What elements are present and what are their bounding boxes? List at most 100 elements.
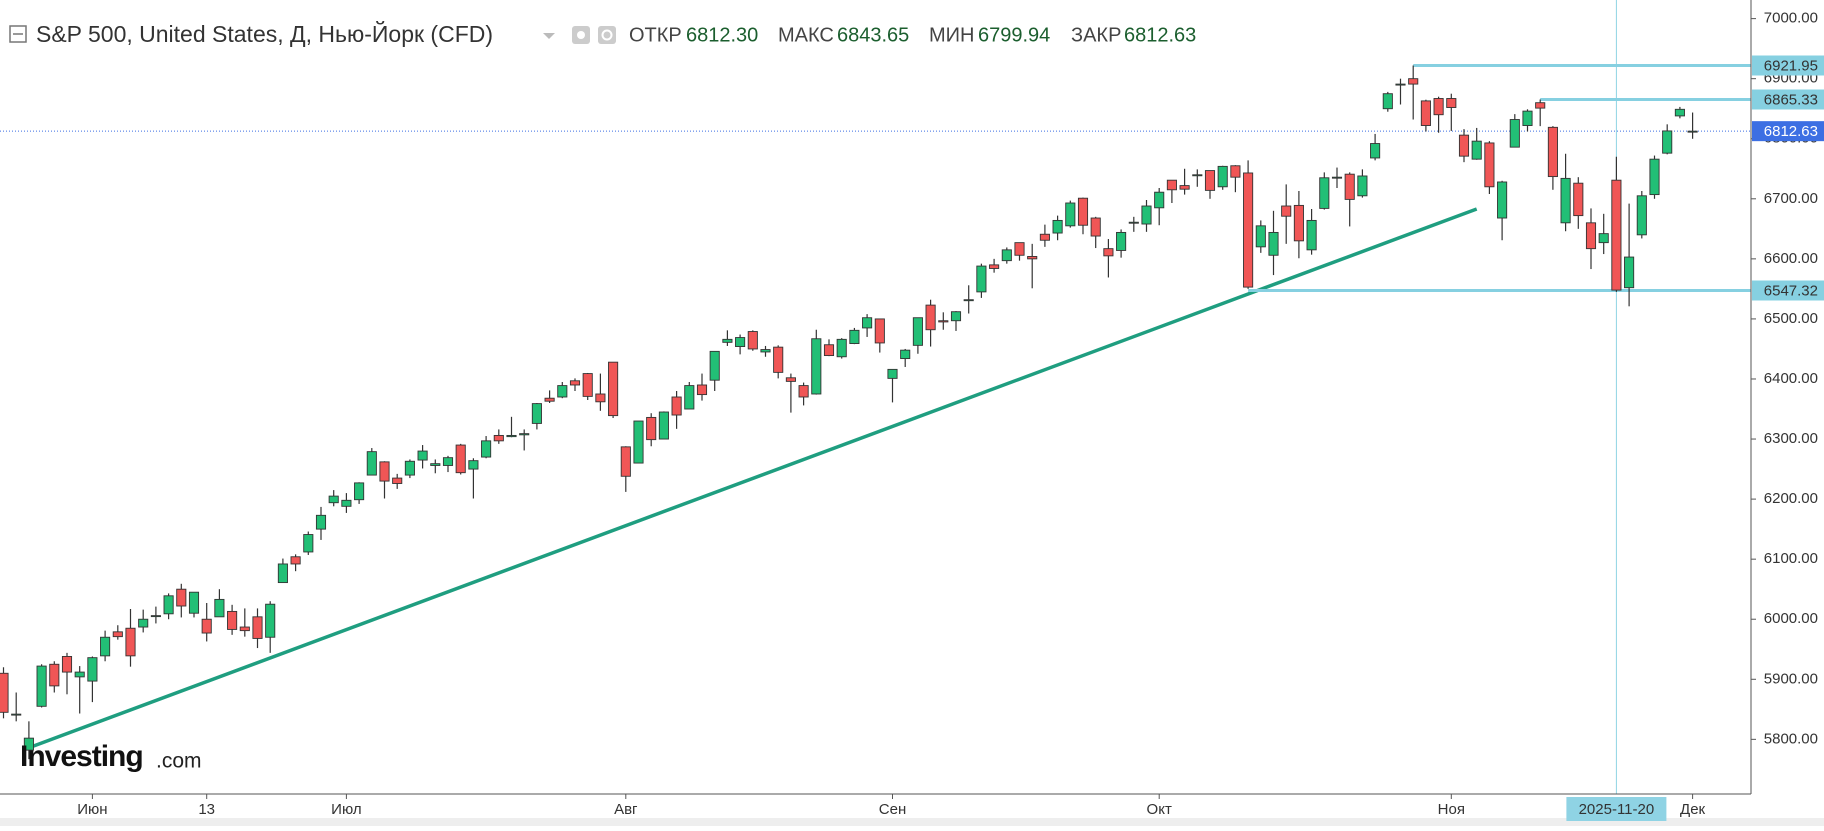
candle-body xyxy=(1230,165,1241,178)
collapse-icon[interactable] xyxy=(9,25,27,43)
candle-body xyxy=(201,618,212,634)
candle-body xyxy=(239,626,250,632)
candle-body xyxy=(595,393,606,403)
candle-body xyxy=(404,460,415,476)
candle-body xyxy=(1662,130,1673,154)
candle-body xyxy=(1509,119,1520,148)
candle-body xyxy=(265,603,276,638)
candle-body xyxy=(1344,173,1355,200)
candle-body xyxy=(315,514,327,530)
candle-body xyxy=(1001,249,1012,262)
candle-body xyxy=(252,616,263,639)
candle-body xyxy=(493,434,504,442)
candle-body xyxy=(773,346,784,373)
dropdown-arrow[interactable] xyxy=(543,33,555,39)
candle-body xyxy=(1204,170,1216,191)
candle-body xyxy=(430,463,441,466)
candle-body xyxy=(1585,222,1597,250)
candle-body xyxy=(290,556,301,565)
candle-body xyxy=(1306,219,1317,251)
candle-body xyxy=(925,304,936,331)
y-tick-label: 6700.00 xyxy=(1764,190,1818,207)
candle-body xyxy=(1357,175,1368,197)
candle-body xyxy=(87,657,98,682)
candle-body xyxy=(49,663,60,687)
candle-body xyxy=(36,665,47,707)
y-tick-label: 6000.00 xyxy=(1764,610,1818,627)
logo-suffix: .com xyxy=(156,750,202,773)
candle-body xyxy=(671,396,682,416)
candle-body xyxy=(862,317,873,329)
candle-body xyxy=(760,349,771,353)
candle-body xyxy=(61,656,73,673)
candle-body xyxy=(1535,102,1546,109)
candle-body xyxy=(1090,217,1101,237)
candle-body xyxy=(912,317,923,346)
candle-body xyxy=(1573,182,1584,217)
candle-body xyxy=(747,331,758,350)
candle-body xyxy=(1598,233,1609,244)
candle-body xyxy=(1281,205,1292,217)
candle-body xyxy=(455,444,466,474)
candle-body xyxy=(1547,126,1558,178)
candle-body xyxy=(1154,191,1165,209)
candle-body xyxy=(1522,110,1533,126)
settings-icon[interactable] xyxy=(598,26,616,44)
y-tick-label: 6100.00 xyxy=(1764,550,1818,567)
logo-brand: Investing xyxy=(20,740,143,773)
candle-body xyxy=(1052,219,1063,234)
candle-body xyxy=(1433,98,1444,116)
candle-body xyxy=(1408,78,1419,85)
candle-body xyxy=(442,457,454,466)
y-tick-label: 5800.00 xyxy=(1764,730,1818,747)
candle-body xyxy=(569,380,581,386)
candle-body xyxy=(481,440,492,458)
ohlc-value: 6843.65 xyxy=(837,24,909,46)
candle-body xyxy=(1420,100,1431,126)
candle-body xyxy=(328,495,339,504)
candle-body xyxy=(1674,108,1685,117)
candle-body xyxy=(684,385,695,410)
candle-body xyxy=(163,595,174,615)
level-label: 6865.33 xyxy=(1764,91,1818,108)
candle-body xyxy=(1014,242,1025,256)
candle-body xyxy=(976,265,987,293)
candle-body xyxy=(1497,181,1508,219)
candle-body xyxy=(823,344,835,357)
candle-body xyxy=(1166,179,1177,191)
candle-body xyxy=(1065,202,1076,227)
x-tick-label: 13 xyxy=(198,801,215,818)
candle-body xyxy=(1128,221,1139,224)
candle-body xyxy=(633,420,644,464)
candle-body xyxy=(544,397,555,402)
plot-layer xyxy=(0,0,1751,794)
candle-body xyxy=(874,318,885,344)
candle-body xyxy=(1370,143,1381,159)
candle-body xyxy=(188,591,200,614)
candle-body xyxy=(150,615,161,618)
candle-body xyxy=(735,337,746,347)
candle-body xyxy=(519,433,530,436)
candle-body xyxy=(722,338,733,343)
eye-icon-dot xyxy=(577,31,585,39)
candle-body xyxy=(1255,225,1266,248)
candle-body xyxy=(176,588,187,607)
candle-body xyxy=(354,482,365,501)
candle-body xyxy=(709,350,720,381)
candle-body xyxy=(0,672,9,713)
candle-body xyxy=(1687,130,1698,133)
level-label: 6921.95 xyxy=(1764,57,1818,74)
settings-icon-gear xyxy=(601,29,613,41)
candle-body xyxy=(1027,256,1038,260)
ohlc-label: ЗАКР xyxy=(1071,24,1121,46)
candle-body xyxy=(646,416,657,441)
candle-body xyxy=(303,534,314,553)
candle-body xyxy=(1141,205,1152,225)
candle-body xyxy=(582,373,593,397)
x-tick-label: Дек xyxy=(1680,801,1706,818)
candle-body xyxy=(950,311,962,322)
x-tick-label: Сен xyxy=(879,801,906,818)
candle-body xyxy=(1192,174,1203,177)
candle-body xyxy=(887,368,898,379)
